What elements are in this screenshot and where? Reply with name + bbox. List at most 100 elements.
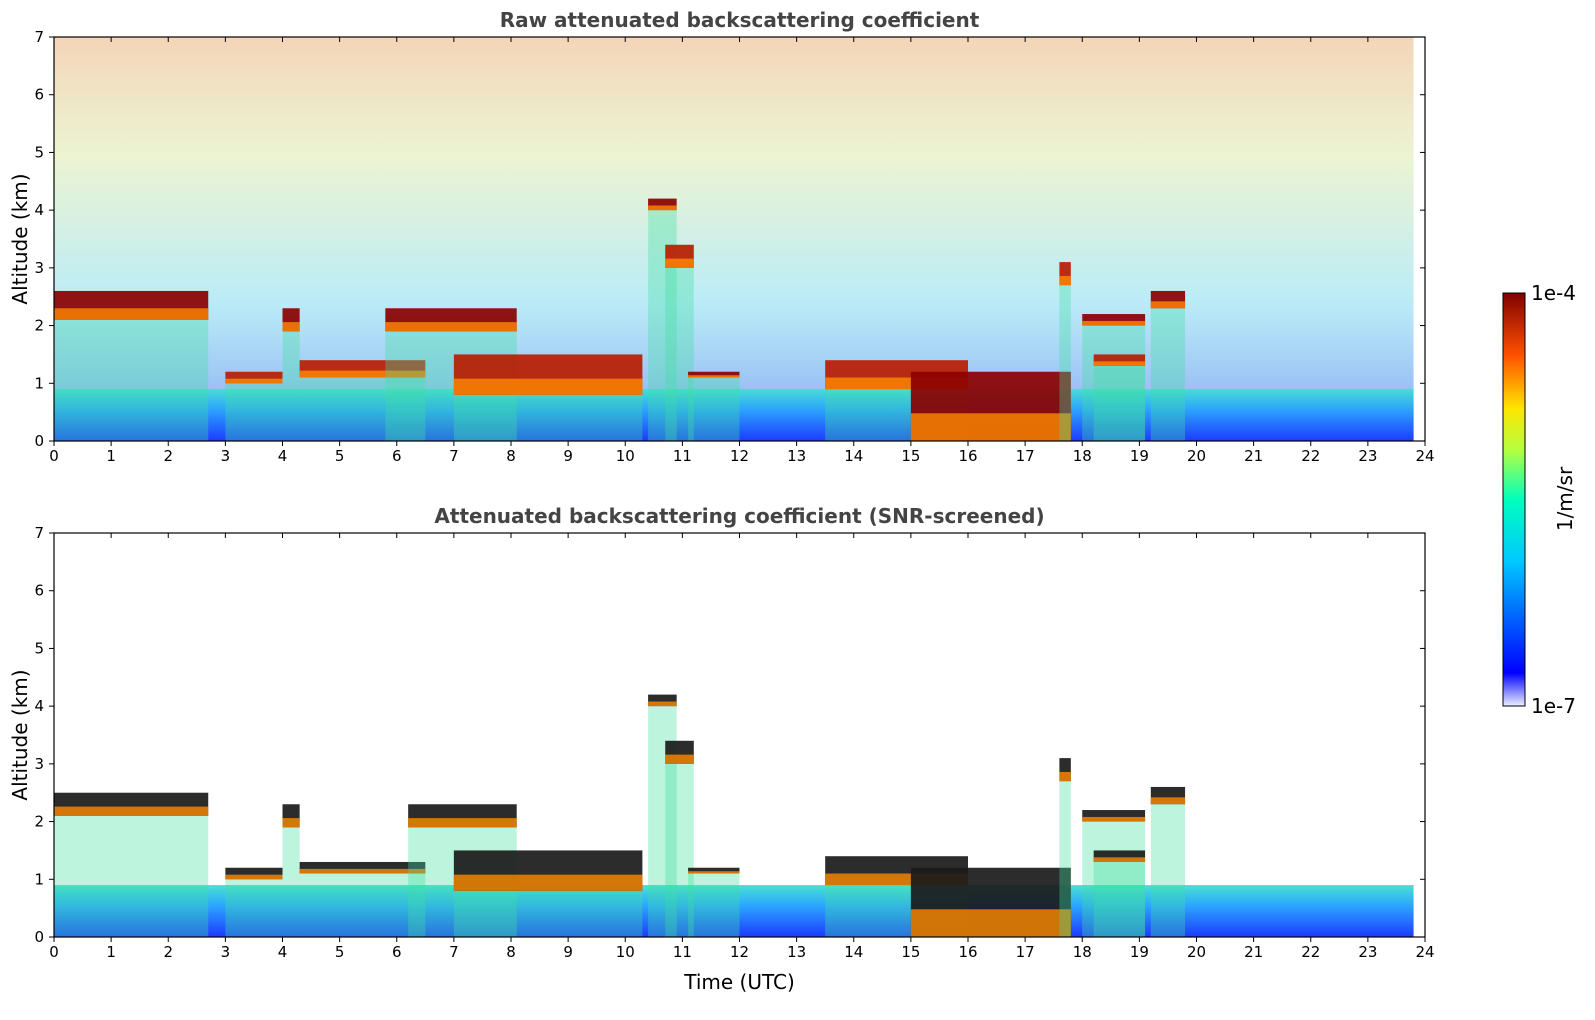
cloud-layer (688, 867, 740, 937)
x-tick-label: 14 (844, 447, 863, 465)
cloud-layer (910, 371, 1071, 441)
cloud-layer (665, 740, 694, 937)
x-tick-label: 9 (563, 447, 573, 465)
x-tick-label: 1 (106, 943, 116, 961)
x-tick-label: 19 (1130, 447, 1149, 465)
x-tick-label: 23 (1358, 943, 1377, 961)
cloud-layer (225, 867, 283, 937)
y-tick-label: 1 (34, 374, 44, 392)
cloud-layer (665, 244, 694, 441)
cloud-layer (54, 290, 209, 441)
y-tick-label: 0 (34, 928, 44, 946)
y-tick-label: 7 (34, 28, 44, 46)
y-axis-label: Altitude (km) (8, 173, 32, 304)
x-tick-label: 14 (844, 943, 863, 961)
cloud-layer (1059, 262, 1071, 441)
x-tick-label: 21 (1244, 943, 1263, 961)
panel-title: Attenuated backscattering coefficient (S… (434, 504, 1044, 528)
x-tick-label: 5 (335, 447, 345, 465)
colorbar-min-label: 1e-7 (1531, 694, 1576, 718)
x-tick-label: 17 (1016, 943, 1035, 961)
x-tick-label: 10 (616, 943, 635, 961)
x-tick-label: 10 (616, 447, 635, 465)
x-tick-label: 7 (449, 943, 459, 961)
cloud-layer (225, 371, 283, 441)
x-tick-label: 5 (335, 943, 345, 961)
y-tick-label: 6 (34, 86, 44, 104)
x-tick-label: 7 (449, 447, 459, 465)
x-tick-label: 18 (1073, 943, 1092, 961)
x-tick-label: 1 (106, 447, 116, 465)
x-tick-label: 3 (221, 943, 231, 961)
cloud-layer (453, 850, 643, 937)
cloud-layer (299, 861, 426, 937)
colorbar-max-label: 1e-4 (1531, 281, 1576, 305)
x-tick-label: 20 (1187, 447, 1206, 465)
x-tick-label: 11 (673, 447, 692, 465)
x-tick-label: 0 (49, 943, 59, 961)
x-tick-label: 8 (506, 447, 516, 465)
x-tick-label: 16 (958, 943, 977, 961)
y-tick-label: 4 (34, 201, 44, 219)
snr-screened-backscatter-panel: 0 1 2 3 4 5 6 7 8 9 10 11 12 13 14 15 16 17 18 19 20 21 22 23 24… (8, 504, 1435, 994)
x-tick-label: 6 (392, 447, 402, 465)
cloud-layer (1150, 290, 1186, 441)
x-tick-label: 0 (49, 447, 59, 465)
x-axis-label: Time (UTC) (683, 970, 795, 994)
x-tick-label: 16 (958, 447, 977, 465)
x-tick-label: 3 (221, 447, 231, 465)
x-tick-label: 19 (1130, 943, 1149, 961)
x-tick-label: 23 (1358, 447, 1377, 465)
y-tick-label: 0 (34, 432, 44, 450)
x-tick-label: 21 (1244, 447, 1263, 465)
x-tick-label: 6 (392, 943, 402, 961)
cloud-layer (1082, 314, 1146, 441)
cloud-layer (54, 792, 209, 937)
colorbar: 1e-4 1e-7 1/m/sr (1502, 281, 1577, 718)
x-tick-label: 22 (1301, 447, 1320, 465)
x-tick-label: 4 (278, 943, 288, 961)
y-tick-label: 2 (34, 813, 44, 831)
y-axis-label: Altitude (km) (8, 669, 32, 800)
x-tick-label: 15 (901, 447, 920, 465)
colorbar-gradient (1502, 292, 1526, 707)
x-tick-label: 8 (506, 943, 516, 961)
panel-title: Raw attenuated backscattering coefficien… (500, 8, 980, 32)
raw-backscatter-panel: 0 1 2 3 4 5 6 7 8 9 10 11 12 13 14 15 16 17 18 19 20 21 22 23 24… (8, 8, 1435, 465)
cloud-layer (453, 354, 643, 441)
colorbar-unit-label: 1/m/sr (1553, 466, 1577, 531)
x-tick-label: 9 (563, 943, 573, 961)
cloud-layer (1082, 810, 1146, 937)
y-tick-label: 3 (34, 755, 44, 773)
cloud-layer (385, 308, 517, 441)
x-tick-label: 22 (1301, 943, 1320, 961)
boundary-layer (54, 885, 1414, 937)
cloud-layer (910, 867, 1071, 937)
x-tick-label: 2 (163, 943, 173, 961)
x-tick-label: 4 (278, 447, 288, 465)
y-tick-label: 3 (34, 259, 44, 277)
x-tick-label: 24 (1415, 943, 1434, 961)
x-tick-label: 17 (1016, 447, 1035, 465)
boundary-layer (54, 389, 1414, 441)
y-tick-label: 6 (34, 582, 44, 600)
y-tick-label: 2 (34, 317, 44, 335)
x-tick-label: 11 (673, 943, 692, 961)
x-tick-label: 13 (787, 447, 806, 465)
cloud-layer (299, 360, 426, 441)
y-tick-label: 5 (34, 143, 44, 161)
x-tick-label: 20 (1187, 943, 1206, 961)
x-tick-label: 15 (901, 943, 920, 961)
cloud-layer (1093, 354, 1146, 441)
cloud-layer (1150, 786, 1186, 937)
y-tick-label: 7 (34, 524, 44, 542)
cloud-layer (688, 371, 740, 441)
x-tick-label: 12 (730, 447, 749, 465)
cloud-layer (1093, 850, 1146, 937)
y-tick-label: 1 (34, 870, 44, 888)
cloud-layer (282, 804, 300, 937)
x-tick-label: 18 (1073, 447, 1092, 465)
cloud-layer (1059, 758, 1071, 937)
y-tick-label: 4 (34, 697, 44, 715)
